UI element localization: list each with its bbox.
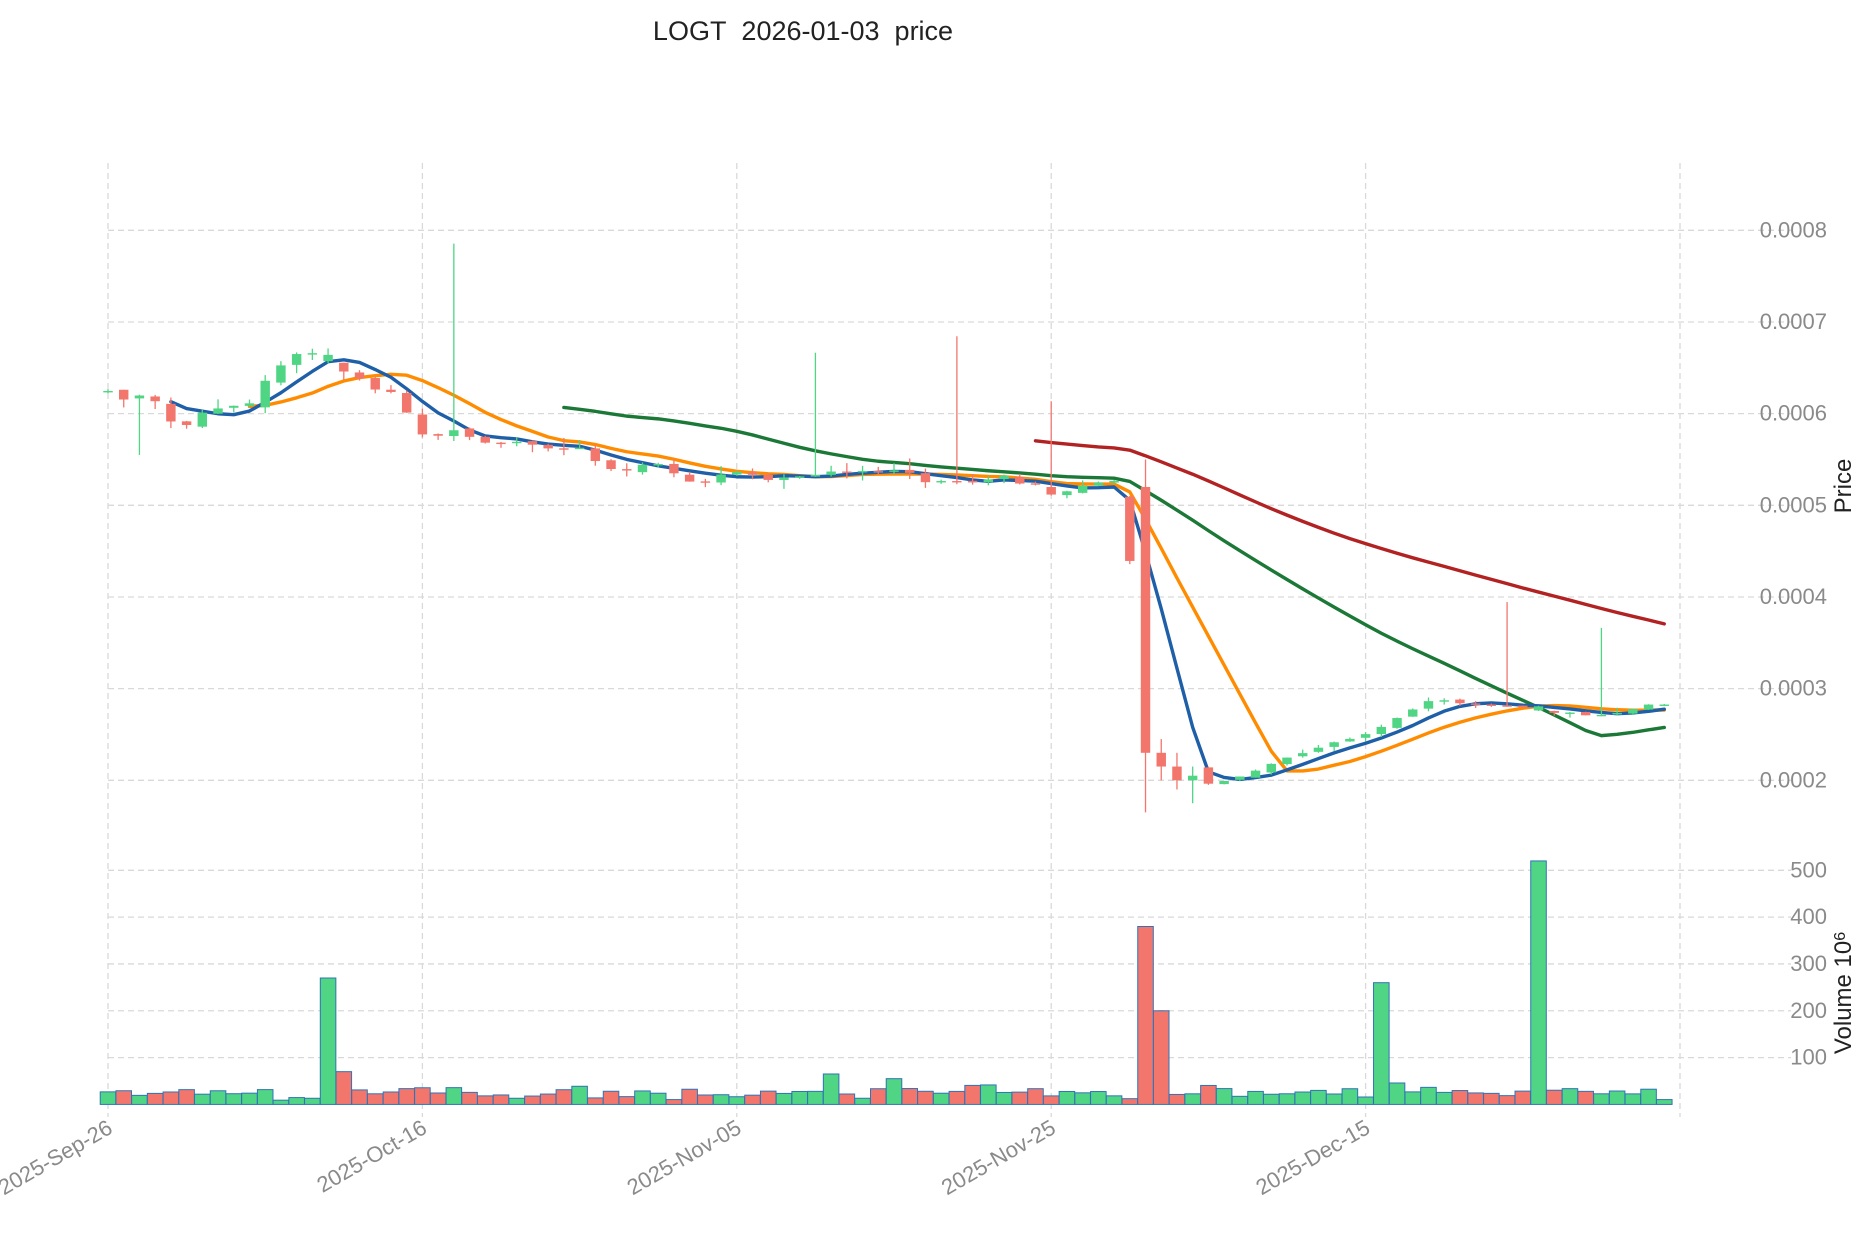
svg-text:0.0007: 0.0007 bbox=[1760, 309, 1827, 334]
svg-text:400: 400 bbox=[1790, 904, 1827, 929]
svg-text:300: 300 bbox=[1790, 951, 1827, 976]
svg-text:Price: Price bbox=[1830, 459, 1857, 514]
svg-text:0.0006: 0.0006 bbox=[1760, 401, 1827, 426]
svg-text:0.0005: 0.0005 bbox=[1760, 492, 1827, 517]
svg-text:Volume 106: Volume 106 bbox=[1830, 932, 1857, 1054]
svg-text:0.0002: 0.0002 bbox=[1760, 767, 1827, 792]
svg-text:0.0008: 0.0008 bbox=[1760, 217, 1827, 242]
svg-text:500: 500 bbox=[1790, 857, 1827, 882]
svg-text:0.0004: 0.0004 bbox=[1760, 584, 1827, 609]
svg-text:0.0003: 0.0003 bbox=[1760, 676, 1827, 701]
svg-text:LOGT 2026-01-03 price: LOGT 2026-01-03 price bbox=[653, 16, 953, 46]
svg-text:200: 200 bbox=[1790, 998, 1827, 1023]
svg-text:100: 100 bbox=[1790, 1045, 1827, 1070]
